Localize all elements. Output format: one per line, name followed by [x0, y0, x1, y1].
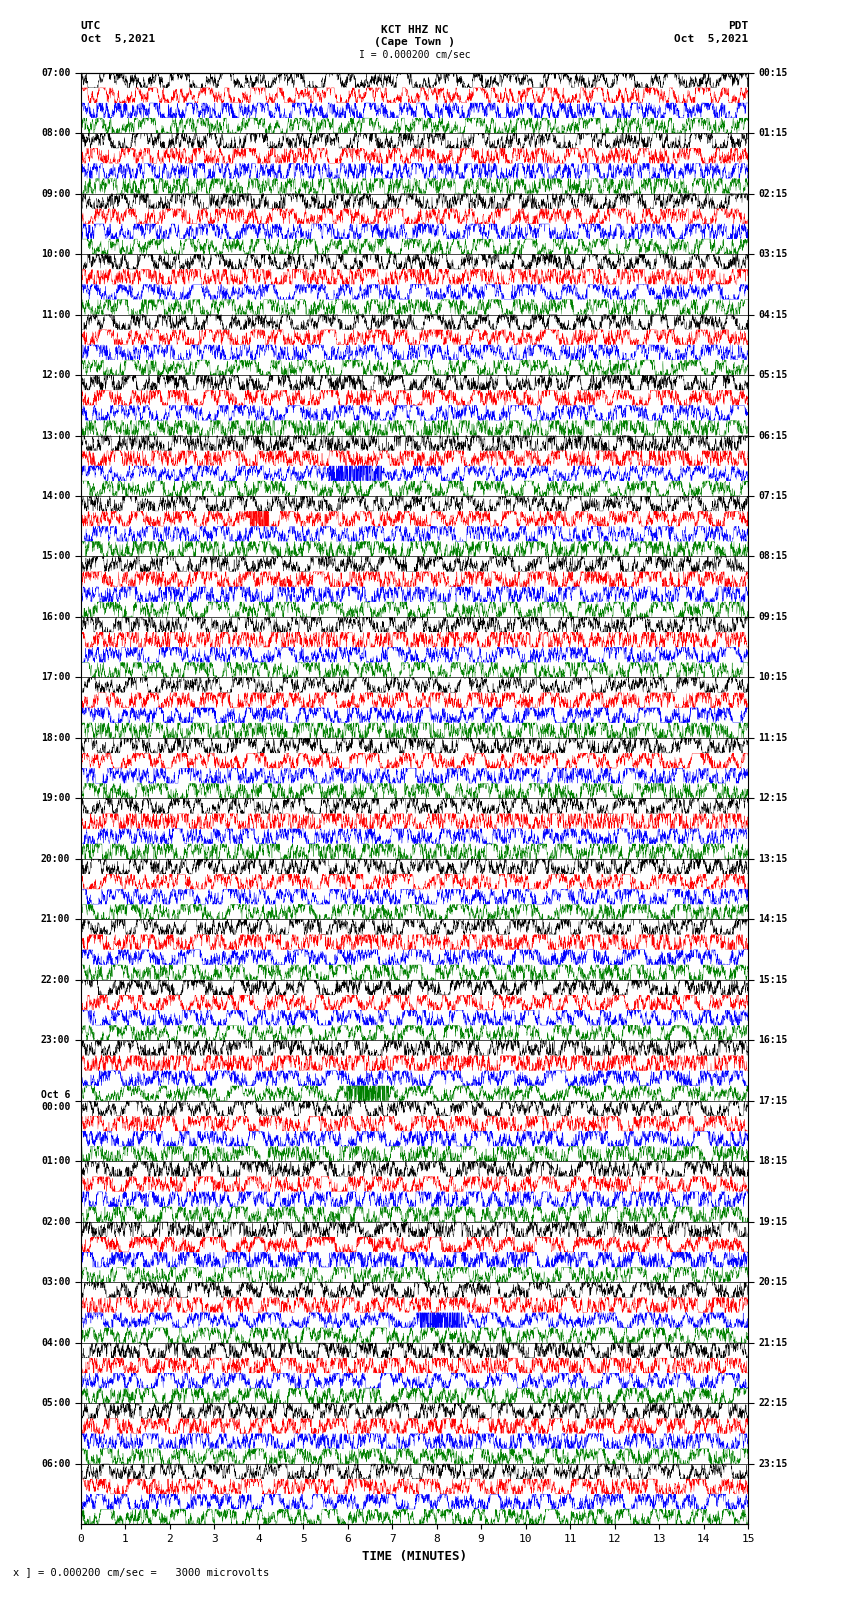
Text: I = 0.000200 cm/sec: I = 0.000200 cm/sec	[359, 50, 470, 60]
X-axis label: TIME (MINUTES): TIME (MINUTES)	[362, 1550, 467, 1563]
Text: UTC: UTC	[81, 21, 101, 31]
Text: x ] = 0.000200 cm/sec =   3000 microvolts: x ] = 0.000200 cm/sec = 3000 microvolts	[13, 1568, 269, 1578]
Text: Oct  5,2021: Oct 5,2021	[674, 34, 748, 44]
Text: Oct  5,2021: Oct 5,2021	[81, 34, 155, 44]
Text: (Cape Town ): (Cape Town )	[374, 37, 455, 47]
Text: PDT: PDT	[728, 21, 748, 31]
Text: KCT HHZ NC: KCT HHZ NC	[381, 24, 448, 35]
